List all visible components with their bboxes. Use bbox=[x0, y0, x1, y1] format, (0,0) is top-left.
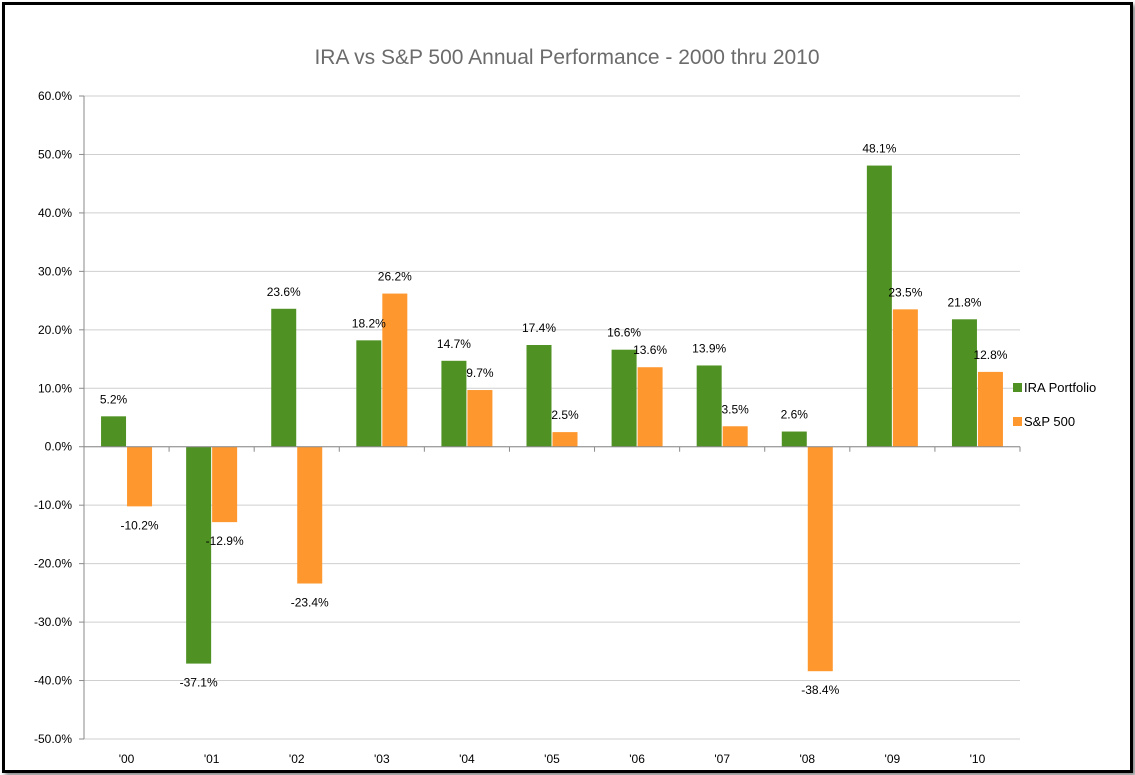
bar-chart: IRA vs S&P 500 Annual Performance - 2000… bbox=[34, 46, 1096, 766]
x-tick-label: '05 bbox=[544, 752, 560, 766]
legend-label: IRA Portfolio bbox=[1024, 380, 1096, 395]
bar-ira-portfolio bbox=[526, 345, 552, 447]
y-axis-ticks: 60.0% 50.0% 40.0% 30.0% 20.0% 10.0% 0.0% -10.0%… bbox=[34, 89, 84, 746]
data-label: 13.9% bbox=[692, 341, 726, 355]
x-tick-label: '09 bbox=[885, 752, 901, 766]
data-label: 3.5% bbox=[722, 402, 750, 416]
data-label: 48.1% bbox=[862, 142, 896, 156]
data-label: 23.5% bbox=[888, 285, 922, 299]
bars bbox=[101, 165, 1003, 672]
bar-sp500 bbox=[297, 446, 323, 584]
data-label: 26.2% bbox=[378, 270, 412, 284]
bar-ira-portfolio bbox=[781, 431, 807, 447]
y-tick-label: -20.0% bbox=[34, 557, 72, 571]
axes bbox=[83, 96, 1020, 739]
x-tick-label: '03 bbox=[374, 752, 390, 766]
x-tick-label: '06 bbox=[629, 752, 645, 766]
data-label: 13.6% bbox=[633, 343, 667, 357]
data-label: 18.2% bbox=[352, 316, 386, 330]
y-tick-label: 10.0% bbox=[38, 381, 72, 395]
data-label: 2.5% bbox=[551, 408, 579, 422]
x-tick-label: '02 bbox=[289, 752, 305, 766]
data-label: 9.7% bbox=[466, 366, 494, 380]
bar-ira-portfolio bbox=[951, 319, 977, 447]
data-label: -23.4% bbox=[291, 596, 329, 610]
bar-ira-portfolio bbox=[186, 446, 212, 664]
bar-sp500 bbox=[977, 371, 1003, 447]
data-label: 17.4% bbox=[522, 321, 556, 335]
data-label: -12.9% bbox=[206, 534, 244, 548]
x-tick-label: '04 bbox=[459, 752, 475, 766]
data-label: 21.8% bbox=[947, 295, 981, 309]
bar-sp500 bbox=[467, 390, 493, 447]
x-axis-ticks: '00 '01 '02 '03 '04 '05 '06 '07 '08 '09 '10 bbox=[83, 446, 1021, 766]
data-label: 2.6% bbox=[781, 408, 809, 422]
y-tick-label: -40.0% bbox=[34, 674, 72, 688]
y-tick-label: 60.0% bbox=[38, 89, 72, 103]
gridlines bbox=[84, 95, 1020, 740]
x-tick-label: '08 bbox=[799, 752, 815, 766]
y-tick-label: 40.0% bbox=[38, 206, 72, 220]
bar-sp500 bbox=[382, 293, 408, 447]
bar-ira-portfolio bbox=[866, 165, 892, 447]
legend-swatch bbox=[1013, 383, 1022, 392]
bar-ira-portfolio bbox=[611, 349, 637, 447]
y-tick-label: 50.0% bbox=[38, 147, 72, 161]
bar-sp500 bbox=[722, 426, 748, 447]
data-label: 16.6% bbox=[607, 326, 641, 340]
data-label: -38.4% bbox=[801, 683, 839, 697]
data-label: 12.8% bbox=[973, 348, 1007, 362]
bar-ira-portfolio bbox=[356, 340, 382, 447]
bar-sp500 bbox=[127, 446, 153, 507]
bar-sp500 bbox=[807, 446, 833, 672]
bar-sp500 bbox=[552, 432, 578, 447]
y-tick-label: 30.0% bbox=[38, 264, 72, 278]
bar-ira-portfolio bbox=[441, 360, 467, 447]
legend-swatch bbox=[1013, 417, 1022, 426]
bar-sp500 bbox=[637, 367, 663, 447]
data-label: 23.6% bbox=[267, 285, 301, 299]
chart-title: IRA vs S&P 500 Annual Performance - 2000… bbox=[314, 46, 819, 69]
x-tick-label: '01 bbox=[204, 752, 220, 766]
x-tick-label: '07 bbox=[714, 752, 730, 766]
data-labels: 5.2% -37.1% 23.6% 18.2% 14.7% 17.4% 16.6% 13.9%… bbox=[100, 142, 1008, 698]
x-tick-label: '00 bbox=[119, 752, 135, 766]
y-tick-label: -10.0% bbox=[34, 498, 72, 512]
data-label: 5.2% bbox=[100, 392, 128, 406]
y-tick-label: -50.0% bbox=[34, 732, 72, 746]
bar-ira-portfolio bbox=[696, 365, 722, 447]
bar-sp500 bbox=[892, 309, 918, 447]
legend: IRA Portfolio S&P 500 bbox=[1013, 380, 1096, 429]
data-label: 14.7% bbox=[437, 337, 471, 351]
y-tick-label: 0.0% bbox=[45, 440, 73, 454]
data-label: -37.1% bbox=[180, 676, 218, 690]
legend-label: S&P 500 bbox=[1024, 414, 1075, 429]
y-tick-label: -30.0% bbox=[34, 615, 72, 629]
x-tick-label: '10 bbox=[970, 752, 986, 766]
bar-ira-portfolio bbox=[271, 308, 297, 447]
data-label: -10.2% bbox=[121, 518, 159, 532]
bar-sp500 bbox=[212, 446, 238, 523]
bar-ira-portfolio bbox=[101, 416, 127, 447]
y-tick-label: 20.0% bbox=[38, 323, 72, 337]
